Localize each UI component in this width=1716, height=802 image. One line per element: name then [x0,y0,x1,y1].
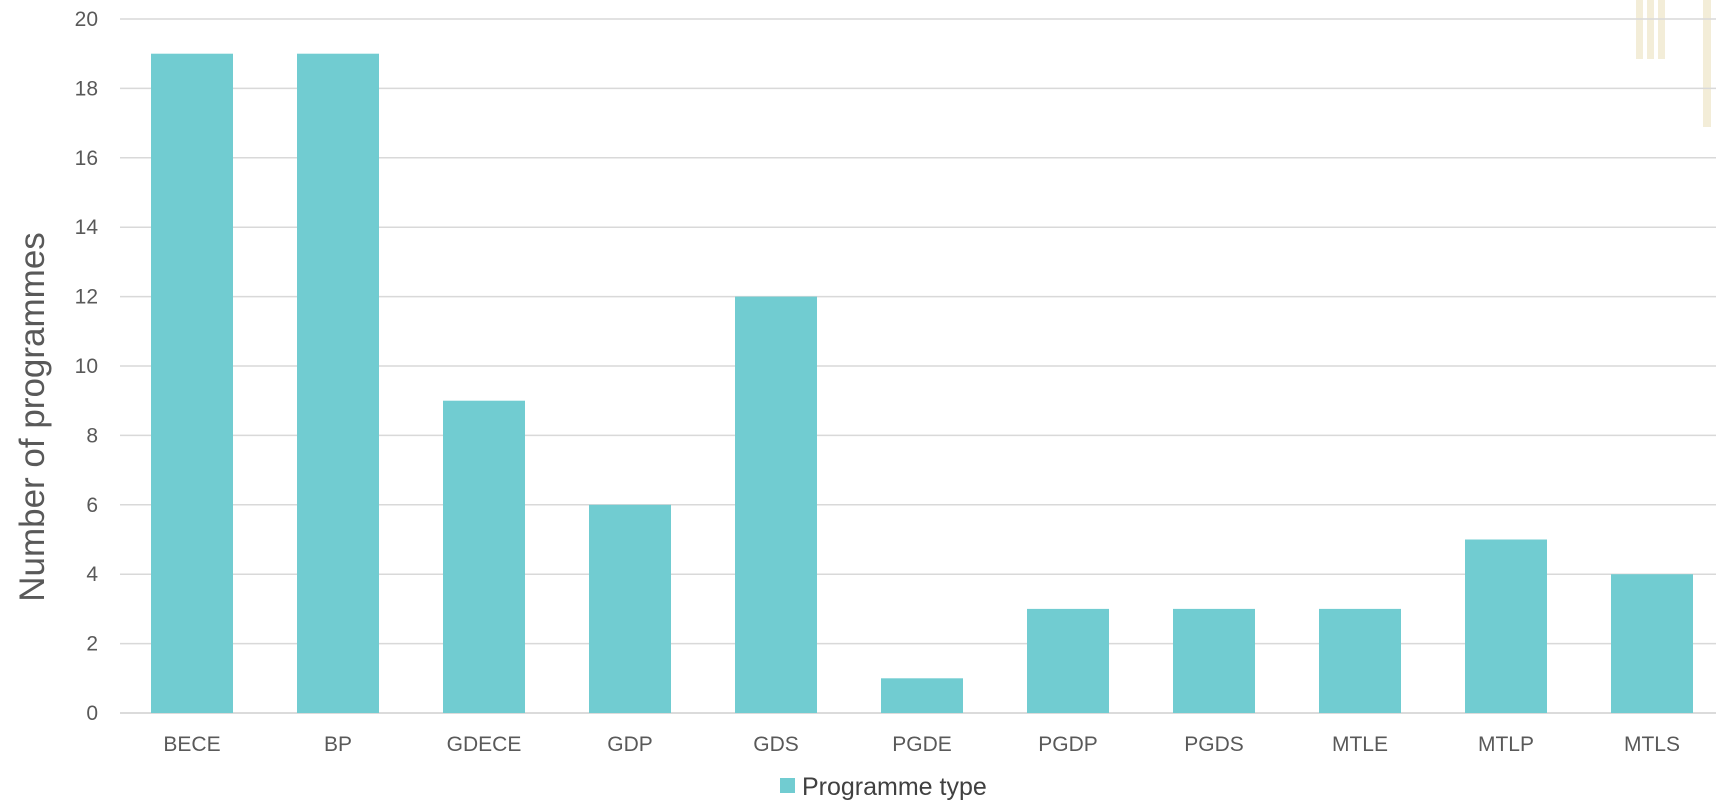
x-tick-label: PGDS [1184,733,1244,756]
x-tick-label: MTLS [1624,733,1680,756]
legend-swatch [780,778,795,793]
x-tick-label: MTLE [1332,733,1388,756]
bar-gdece [443,400,525,713]
x-tick-label: GDS [753,733,799,756]
bar-pgde [881,678,963,713]
y-tick-label: 4 [86,563,98,586]
x-tick-label: BECE [163,733,220,756]
y-tick-label: 6 [86,494,98,517]
gridlines [120,18,1716,714]
y-tick-label: 14 [75,216,99,239]
y-tick-label: 20 [75,8,98,31]
bar-pgds [1173,608,1255,713]
bar-mtle [1319,608,1401,713]
y-tick-label: 2 [86,633,98,656]
x-tick-label: PGDE [892,733,952,756]
y-axis-ticks: 0 2 4 6 8 10 12 14 16 18 20 [75,8,99,725]
x-axis-ticks: BECE BP GDECE GDP GDS PGDE PGDP PGDS MTLE MTLP MTL… [163,733,1680,756]
x-tick-label: PGDP [1038,733,1098,756]
y-tick-label: 18 [75,77,98,100]
y-tick-label: 16 [75,147,98,170]
decorative-stripes [1636,0,1711,127]
x-tick-label: MTLP [1478,733,1534,756]
legend-label: Programme type [802,773,987,801]
bar-gdp [589,504,671,713]
y-axis-title: Number of programmes [13,232,52,602]
x-tick-label: BP [324,733,352,756]
y-tick-label: 0 [86,702,98,725]
bar-gds [735,296,817,713]
bars [151,53,1693,713]
y-tick-label: 10 [75,355,98,378]
bar-bp [297,53,379,713]
bar-mtlp [1465,539,1547,713]
x-tick-label: GDECE [447,733,522,756]
bar-bece [151,53,233,713]
y-tick-label: 8 [86,424,98,447]
bar-pgdp [1027,608,1109,713]
bar-mtls [1611,574,1693,713]
x-tick-label: GDP [607,733,653,756]
y-tick-label: 12 [75,286,98,309]
legend: Programme type [780,773,987,801]
